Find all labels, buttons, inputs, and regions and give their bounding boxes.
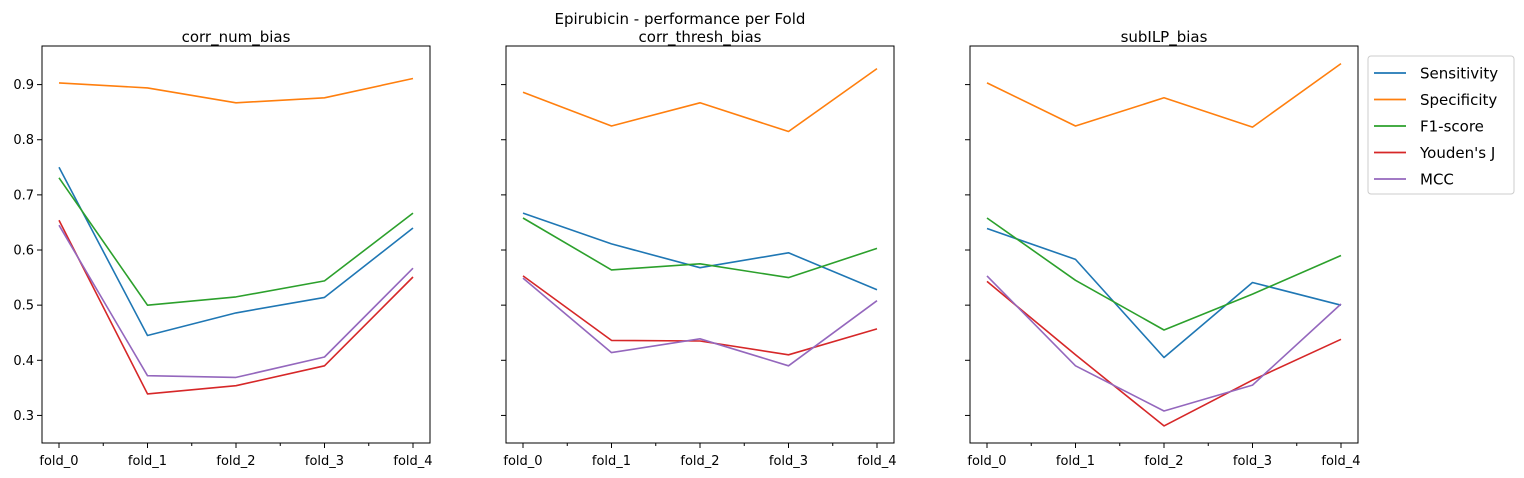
legend-label-sensitivity: Sensitivity (1420, 65, 1498, 83)
series-line-sensitivity-corr-thresh-bias (522, 212, 878, 291)
x-tick-label-subilp-bias: fold_4 (1321, 454, 1360, 469)
series-line-sensitivity-corr-num-bias (58, 166, 414, 337)
axes-frame-subilp-bias (969, 45, 1359, 444)
series-line-youden-s-j-subilp-bias (986, 280, 1342, 427)
suptitle: Epirubicin - performance per Fold (555, 10, 806, 28)
series-line-sensitivity-subilp-bias (986, 227, 1342, 359)
legend: Sensitivity Specificity F1-score Youden's J… (1367, 55, 1515, 195)
series-line-mcc-subilp-bias (986, 275, 1342, 412)
legend-label-youden-s-j: Youden's J (1419, 144, 1495, 162)
series-line-youden-s-j-corr-thresh-bias (522, 275, 878, 356)
x-tick-label-corr-thresh-bias: fold_3 (769, 454, 808, 469)
x-tick-label-corr-num-bias: fold_4 (393, 454, 432, 469)
series-line-f1-score-corr-num-bias (58, 177, 414, 307)
x-tick-label-corr-thresh-bias: fold_2 (680, 454, 719, 469)
panel-title-subilp-bias: subILP_bias (1121, 28, 1208, 47)
y-tick-label-corr-num-bias: 0.8 (13, 133, 34, 148)
series-line-f1-score-corr-thresh-bias (522, 217, 878, 279)
y-tick-label-corr-num-bias: 0.5 (13, 299, 34, 314)
panel-corr-num-bias: corr_num_bias 0.3 0.4 0.5 0.6 0.7 0.8 0.9 fold_0… (13, 28, 432, 469)
legend-label-mcc: MCC (1420, 171, 1454, 189)
axes-frame-corr-thresh-bias (505, 45, 895, 444)
y-tick-label-corr-num-bias: 0.9 (13, 78, 34, 93)
panels: corr_num_bias 0.3 0.4 0.5 0.6 0.7 0.8 0.9 fold_0… (13, 28, 1360, 469)
series-line-mcc-corr-num-bias (58, 224, 414, 379)
y-tick-label-corr-num-bias: 0.7 (13, 188, 34, 203)
panel-title-corr-thresh-bias: corr_thresh_bias (639, 28, 762, 47)
x-tick-label-subilp-bias: fold_2 (1144, 454, 1183, 469)
legend-box (1367, 55, 1515, 195)
series-line-specificity-subilp-bias (986, 62, 1342, 128)
x-tick-label-corr-thresh-bias: fold_4 (857, 454, 896, 469)
y-tick-label-corr-num-bias: 0.4 (13, 354, 34, 369)
legend-label-specificity: Specificity (1420, 91, 1497, 109)
x-tick-label-subilp-bias: fold_3 (1233, 454, 1272, 469)
panel-subilp-bias: subILP_bias fold_0 fold_1 fold_2 fold_3 fold_… (965, 28, 1361, 469)
x-tick-label-corr-num-bias: fold_1 (128, 454, 167, 469)
series-line-f1-score-subilp-bias (986, 217, 1342, 331)
panel-corr-thresh-bias: corr_thresh_bias fold_0 fold_1 fold_2 fold_3… (501, 28, 897, 469)
series-line-specificity-corr-thresh-bias (522, 67, 878, 133)
x-tick-label-subilp-bias: fold_0 (967, 454, 1006, 469)
legend-label-f1-score: F1-score (1420, 118, 1484, 136)
series-line-specificity-corr-num-bias (58, 77, 414, 104)
x-tick-label-corr-num-bias: fold_3 (305, 454, 344, 469)
panel-title-corr-num-bias: corr_num_bias (182, 28, 291, 47)
x-tick-label-corr-num-bias: fold_0 (39, 454, 78, 469)
series-line-mcc-corr-thresh-bias (522, 277, 878, 367)
x-tick-label-corr-thresh-bias: fold_0 (503, 454, 542, 469)
x-tick-label-corr-num-bias: fold_2 (216, 454, 255, 469)
x-tick-label-subilp-bias: fold_1 (1056, 454, 1095, 469)
y-tick-label-corr-num-bias: 0.3 (13, 409, 34, 424)
series-line-youden-s-j-corr-num-bias (58, 219, 414, 395)
x-tick-label-corr-thresh-bias: fold_1 (592, 454, 631, 469)
y-tick-label-corr-num-bias: 0.6 (13, 244, 34, 259)
